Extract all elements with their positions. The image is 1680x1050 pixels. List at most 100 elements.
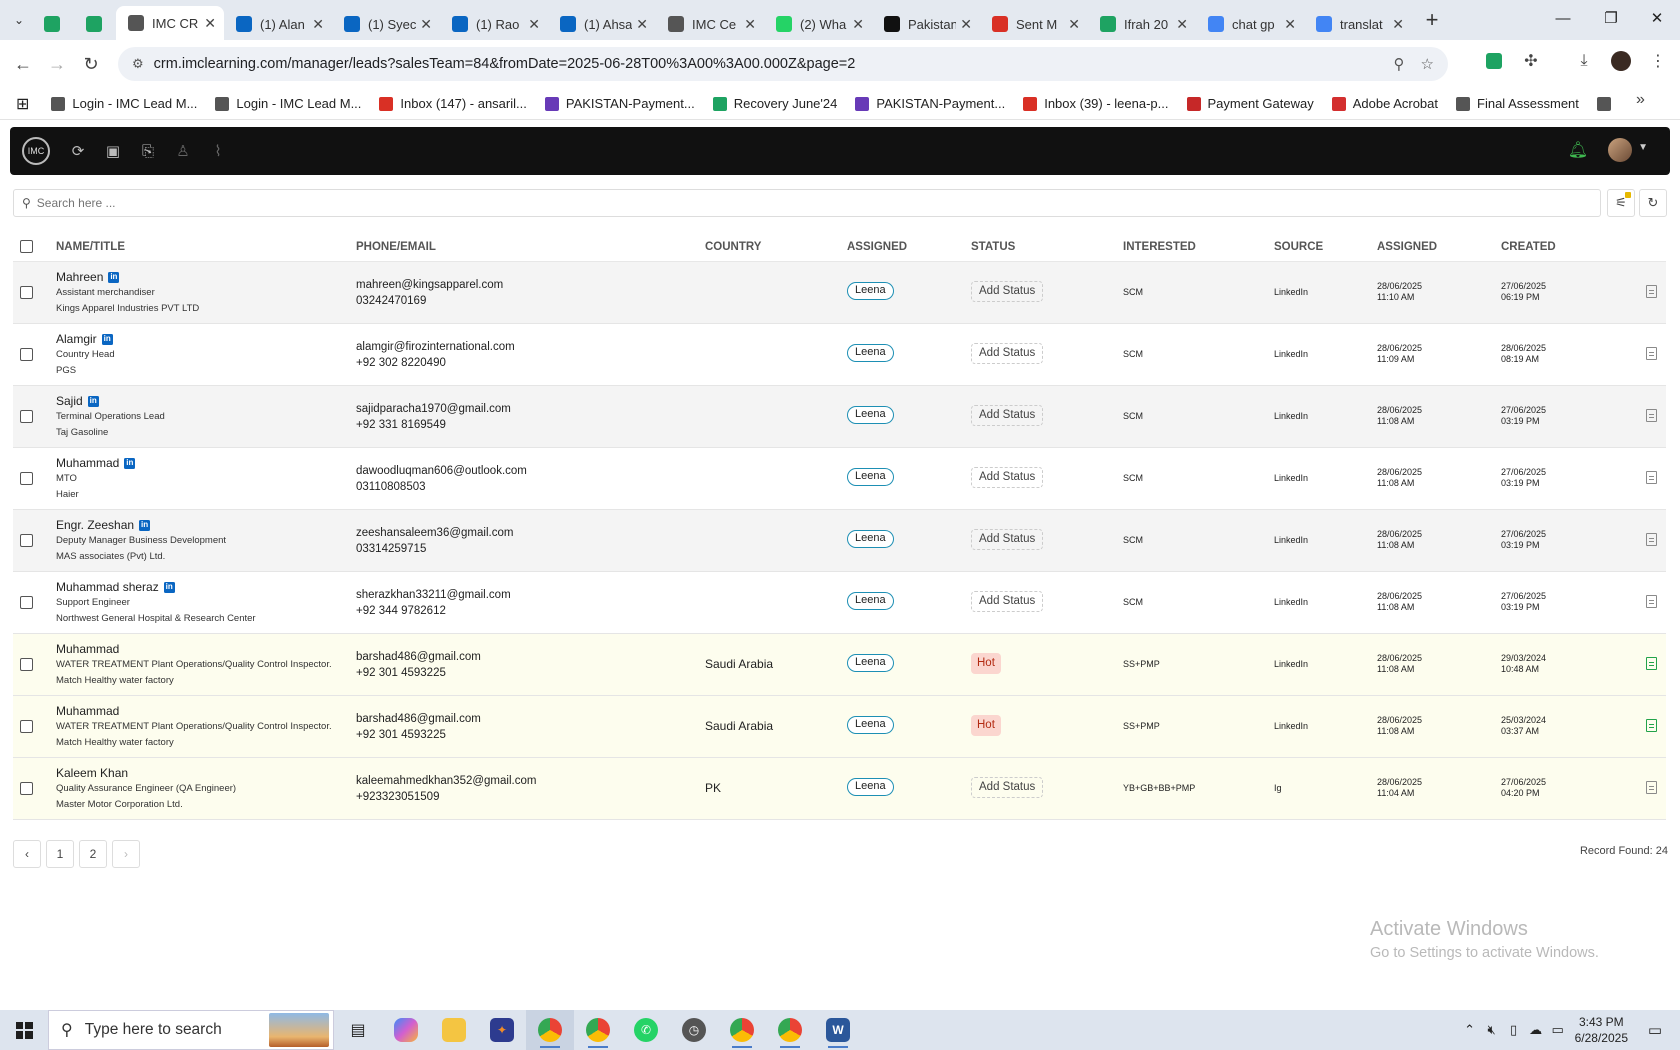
lead-name[interactable]: Engr. Zeeshan	[56, 518, 135, 532]
row-checkbox[interactable]	[20, 472, 33, 485]
table-row[interactable]: Muhammad in MTO Haier dawoodluqman606@outloo…	[13, 448, 1666, 510]
close-tab-icon[interactable]: ✕	[744, 15, 756, 32]
notes-document-icon[interactable]	[1646, 285, 1657, 298]
lead-email[interactable]: zeeshansaleem36@gmail.com	[356, 527, 514, 539]
lead-email[interactable]: barshad486@gmail.com	[356, 651, 481, 663]
calendar-nav-icon[interactable]: ▣	[105, 143, 121, 160]
start-button[interactable]	[0, 1010, 48, 1050]
close-tab-icon[interactable]: ✕	[636, 15, 648, 32]
prev-page-button[interactable]: ‹	[13, 840, 41, 868]
assigned-badge[interactable]: Leena	[847, 344, 894, 362]
filter-button[interactable]: ⚟	[1607, 189, 1635, 217]
notes-document-icon[interactable]	[1646, 533, 1657, 546]
assigned-badge[interactable]: Leena	[847, 406, 894, 424]
assigned-badge[interactable]: Leena	[847, 592, 894, 610]
lead-name[interactable]: Sajid	[56, 394, 83, 408]
lead-email[interactable]: mahreen@kingsapparel.com	[356, 279, 504, 291]
notes-document-icon[interactable]	[1646, 719, 1657, 732]
table-row[interactable]: Mahreen in Assistant merchandiser Kings App…	[13, 262, 1666, 324]
close-tab-icon[interactable]: ✕	[204, 14, 216, 31]
browser-tab[interactable]: Sent M ✕	[980, 8, 1088, 40]
linkedin-icon[interactable]: in	[108, 271, 120, 283]
lead-name[interactable]: Muhammad	[56, 704, 120, 718]
reload-icon[interactable]: ↻	[83, 53, 99, 74]
browser-tab[interactable]	[32, 8, 74, 40]
bookmark-item[interactable]: Final Assessment	[1456, 96, 1579, 111]
speaker-muted-icon[interactable]: 🔇︎	[1487, 1022, 1496, 1037]
apps-grid-icon[interactable]: ⊞	[16, 95, 30, 113]
browser-tab[interactable]: (1) Rao ✕	[440, 8, 548, 40]
bookmark-item[interactable]: Recovery June'24	[712, 96, 837, 111]
imc-logo[interactable]: IMC	[22, 137, 50, 165]
bookmark-item[interactable]: Inbox (147) - ansaril...	[379, 96, 527, 111]
notification-bell-icon[interactable]: 🔔︎	[1567, 142, 1588, 159]
chevron-up-icon[interactable]: ⌃	[1464, 1022, 1476, 1037]
lead-name[interactable]: Muhammad	[56, 642, 120, 656]
assigned-badge[interactable]: Leena	[847, 530, 894, 548]
select-all-checkbox[interactable]	[20, 240, 33, 253]
bookmark-item[interactable]: Inbox (39) - leena-p...	[1023, 96, 1169, 111]
bookmark-item[interactable]: Login - IMC Lead M...	[215, 96, 361, 111]
new-tab-button[interactable]: +	[1425, 7, 1439, 32]
browser-tab[interactable]: IMC Ce ✕	[656, 8, 764, 40]
table-row[interactable]: Engr. Zeeshan in Deputy Manager Business D…	[13, 510, 1666, 572]
row-checkbox[interactable]	[20, 658, 33, 671]
close-window-button[interactable]: ✕	[1650, 10, 1664, 27]
col-name-title[interactable]: NAME/TITLE	[56, 241, 125, 253]
table-row[interactable]: Kaleem Khan Quality Assurance Engineer (Q…	[13, 758, 1666, 820]
status-badge[interactable]: Add Status	[971, 777, 1044, 798]
lead-phone[interactable]: +923323051509	[356, 791, 440, 803]
col-assigned-date[interactable]: ASSIGNED	[1377, 241, 1438, 253]
page-1-button[interactable]: 1	[46, 840, 74, 868]
bookmark-item[interactable]: PAKISTAN-Payment...	[544, 96, 695, 111]
weather-cloud-icon[interactable]: ☁	[1529, 1022, 1543, 1037]
row-checkbox[interactable]	[20, 782, 33, 795]
col-status[interactable]: STATUS	[971, 241, 1016, 253]
user-avatar[interactable]	[1608, 138, 1632, 162]
lead-phone[interactable]: 03314259715	[356, 543, 427, 555]
lead-email[interactable]: dawoodluqman606@outlook.com	[356, 465, 527, 477]
notes-document-icon[interactable]	[1646, 595, 1657, 608]
col-created[interactable]: CREATED	[1501, 241, 1556, 253]
network-icon[interactable]: ▭	[1551, 1022, 1564, 1037]
browser-menu-icon[interactable]: ⋮	[1650, 53, 1666, 70]
status-badge[interactable]: Add Status	[971, 405, 1044, 426]
file-explorer-icon[interactable]	[430, 1010, 478, 1050]
col-phone-email[interactable]: PHONE/EMAIL	[356, 241, 436, 253]
assigned-badge[interactable]: Leena	[847, 716, 894, 734]
table-row[interactable]: Muhammad sheraz in Support Engineer Northwe…	[13, 572, 1666, 634]
bookmark-item[interactable]: PAKISTAN-Payment...	[855, 96, 1005, 111]
close-tab-icon[interactable]: ✕	[528, 15, 540, 32]
bookmark-star-icon[interactable]: ☆	[1420, 56, 1434, 73]
linkedin-icon[interactable]: in	[87, 395, 99, 407]
row-checkbox[interactable]	[20, 348, 33, 361]
close-tab-icon[interactable]: ✕	[960, 15, 972, 32]
lead-phone[interactable]: +92 331 8169549	[356, 419, 446, 431]
lead-email[interactable]: sherazkhan33211@gmail.com	[356, 589, 511, 601]
notifications-icon[interactable]: ▭	[1647, 1022, 1663, 1039]
lead-email[interactable]: sajidparacha1970@gmail.com	[356, 403, 511, 415]
row-checkbox[interactable]	[20, 720, 33, 733]
table-row[interactable]: Muhammad WATER TREATMENT Plant Operations…	[13, 634, 1666, 696]
row-checkbox[interactable]	[20, 410, 33, 423]
tab-search-button[interactable]: ⌄	[13, 13, 25, 27]
user-nav-icon[interactable]: ♙	[176, 143, 190, 160]
status-badge[interactable]: Add Status	[971, 343, 1044, 364]
activity-nav-icon[interactable]: ⌇	[214, 143, 222, 160]
taskbar-clock[interactable]: 3:43 PM 6/28/2025	[1575, 1014, 1628, 1046]
battery-icon[interactable]: ▯	[1510, 1022, 1518, 1037]
assigned-badge[interactable]: Leena	[847, 282, 894, 300]
address-bar[interactable]: ⚙ crm.imclearning.com/manager/leads?sale…	[118, 47, 1448, 81]
lead-name[interactable]: Kaleem Khan	[56, 766, 129, 780]
app-orange-icon[interactable]: ✦	[478, 1010, 526, 1050]
word-icon[interactable]: W	[814, 1010, 862, 1050]
close-tab-icon[interactable]: ✕	[1068, 15, 1080, 32]
chevron-down-icon[interactable]: ▼	[1638, 142, 1648, 153]
refresh-nav-icon[interactable]: ⟳	[71, 143, 85, 160]
row-checkbox[interactable]	[20, 596, 33, 609]
status-badge[interactable]: Add Status	[971, 467, 1044, 488]
notes-document-icon[interactable]	[1646, 471, 1657, 484]
download-icon[interactable]: ⤓	[1580, 52, 1588, 69]
browser-tab[interactable]: Ifrah 20 ✕	[1088, 8, 1196, 40]
minimize-button[interactable]: —	[1555, 9, 1571, 27]
